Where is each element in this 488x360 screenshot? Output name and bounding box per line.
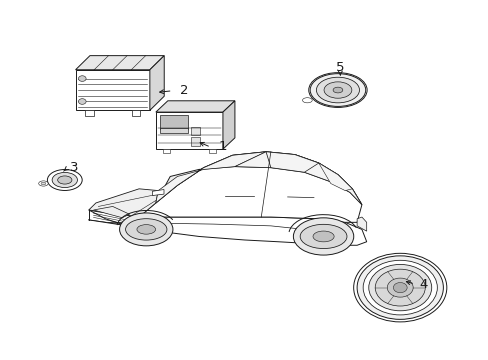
Circle shape [392, 283, 407, 293]
Bar [190, 127, 200, 135]
Ellipse shape [120, 213, 173, 246]
Ellipse shape [39, 181, 48, 186]
Ellipse shape [41, 182, 46, 185]
Polygon shape [156, 112, 223, 149]
Circle shape [353, 253, 446, 322]
Circle shape [374, 269, 425, 306]
Ellipse shape [52, 172, 77, 188]
Polygon shape [223, 101, 234, 149]
Bar [85, 110, 94, 116]
Text: 4: 4 [419, 278, 427, 291]
Ellipse shape [137, 225, 155, 234]
Circle shape [356, 256, 443, 319]
Ellipse shape [316, 77, 359, 103]
Polygon shape [156, 152, 265, 203]
Text: 3: 3 [69, 161, 78, 174]
Ellipse shape [312, 231, 333, 242]
Polygon shape [294, 154, 361, 205]
Ellipse shape [302, 98, 312, 103]
Circle shape [78, 76, 86, 81]
Circle shape [368, 265, 431, 311]
Bar [131, 110, 140, 116]
Polygon shape [156, 101, 234, 112]
Polygon shape [156, 152, 361, 205]
Bar [208, 149, 215, 153]
Ellipse shape [47, 170, 82, 190]
Ellipse shape [125, 219, 166, 240]
Text: 5: 5 [335, 60, 344, 73]
Polygon shape [318, 163, 351, 190]
Ellipse shape [309, 74, 365, 107]
Polygon shape [89, 210, 366, 245]
Polygon shape [234, 152, 318, 172]
Circle shape [78, 99, 86, 104]
Text: 1: 1 [218, 140, 226, 153]
Ellipse shape [300, 224, 346, 248]
Ellipse shape [293, 218, 353, 255]
Circle shape [386, 278, 412, 297]
Text: 2: 2 [180, 84, 188, 96]
Ellipse shape [324, 82, 351, 98]
Polygon shape [149, 56, 164, 110]
Bar [190, 138, 200, 145]
Ellipse shape [308, 73, 366, 107]
Ellipse shape [332, 87, 342, 93]
Circle shape [363, 260, 436, 315]
Polygon shape [76, 56, 164, 70]
Bar [163, 149, 170, 153]
Polygon shape [356, 217, 366, 231]
Bar [160, 128, 187, 134]
Polygon shape [93, 207, 129, 218]
Polygon shape [139, 152, 361, 222]
Polygon shape [76, 70, 149, 110]
Ellipse shape [58, 176, 72, 184]
Polygon shape [152, 189, 163, 195]
Bar [160, 115, 187, 129]
Polygon shape [89, 189, 158, 217]
